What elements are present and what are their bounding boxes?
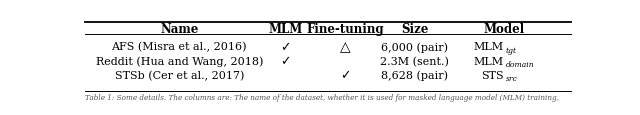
Text: △: △	[340, 40, 351, 54]
Text: src: src	[506, 75, 517, 83]
Text: STSb (Cer et al., 2017): STSb (Cer et al., 2017)	[115, 70, 244, 80]
Text: domain: domain	[506, 61, 534, 69]
Text: ✓: ✓	[280, 55, 291, 68]
Text: MLM: MLM	[474, 56, 504, 66]
Text: AFS (Misra et al., 2016): AFS (Misra et al., 2016)	[111, 42, 247, 52]
Text: 2.3M (sent.): 2.3M (sent.)	[380, 56, 449, 66]
Text: 8,628 (pair): 8,628 (pair)	[381, 70, 448, 81]
Text: Model: Model	[483, 23, 525, 36]
Text: ✓: ✓	[280, 41, 291, 53]
Text: 6,000 (pair): 6,000 (pair)	[381, 42, 448, 52]
Text: Size: Size	[401, 23, 429, 36]
Text: Name: Name	[160, 23, 198, 36]
Text: Fine-tuning: Fine-tuning	[307, 23, 384, 36]
Text: tgt: tgt	[506, 46, 516, 54]
Text: Table 1: Some details. The columns are: The name of the dataset, whether it is u: Table 1: Some details. The columns are: …	[85, 93, 559, 101]
Text: MLM: MLM	[269, 23, 303, 36]
Text: Reddit (Hua and Wang, 2018): Reddit (Hua and Wang, 2018)	[95, 56, 263, 66]
Text: MLM: MLM	[474, 42, 504, 52]
Text: ✓: ✓	[340, 69, 351, 82]
Text: STS: STS	[481, 70, 504, 80]
